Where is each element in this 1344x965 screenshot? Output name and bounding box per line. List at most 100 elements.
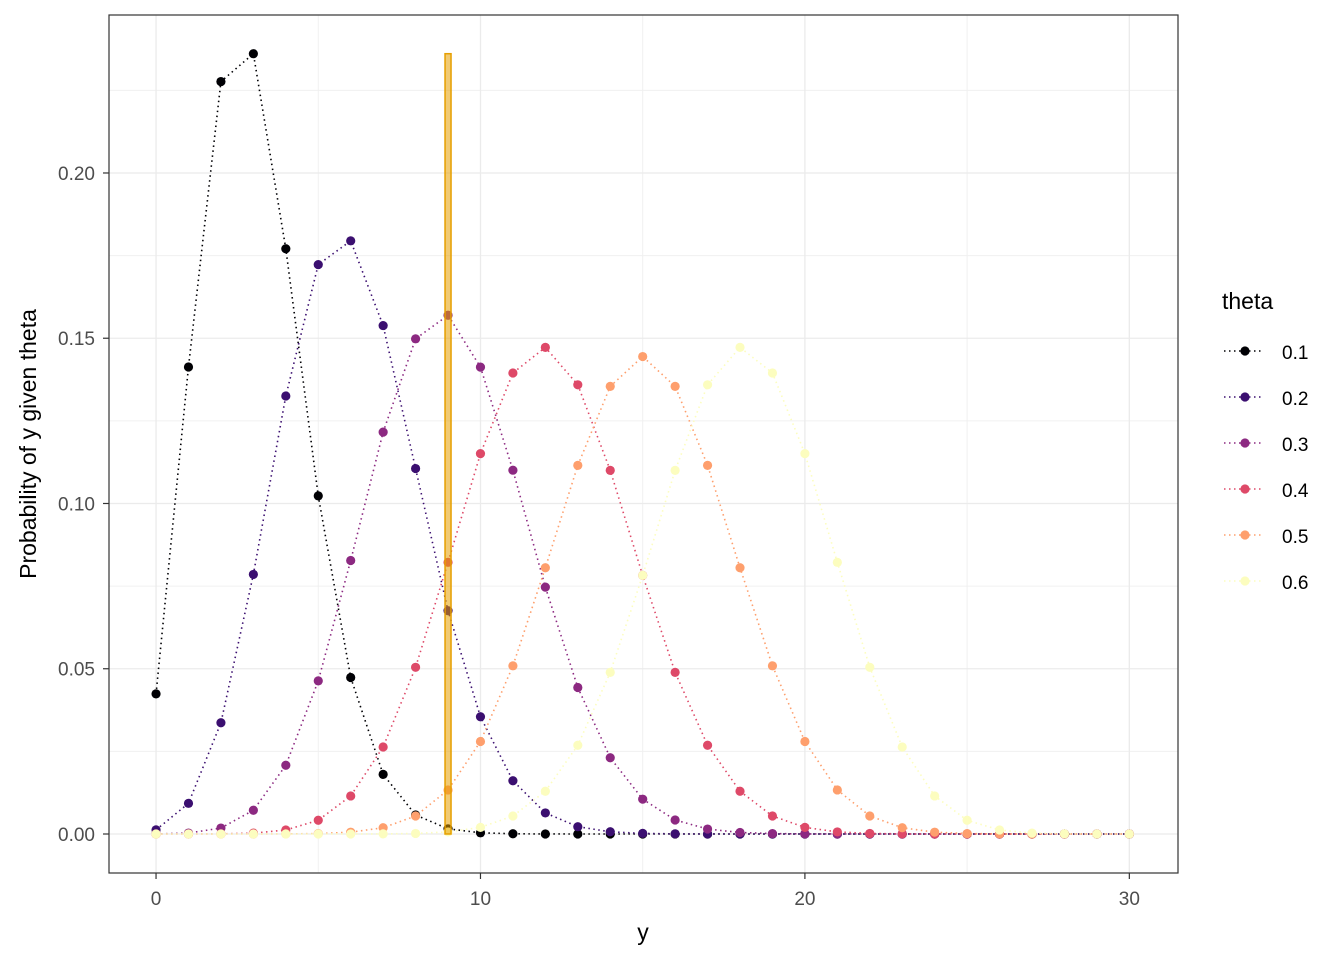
- data-point: [962, 815, 972, 825]
- legend-key-point: [1240, 484, 1250, 494]
- data-point: [865, 811, 875, 821]
- data-point: [508, 829, 518, 839]
- legend-item: 0.3: [1224, 435, 1308, 456]
- data-point: [281, 829, 291, 839]
- data-point: [540, 808, 550, 818]
- data-point: [800, 736, 810, 747]
- data-point: [540, 342, 550, 352]
- data-point: [410, 828, 421, 839]
- data-point: [605, 827, 615, 837]
- data-point: [670, 381, 680, 391]
- x-tick-label: 10: [470, 889, 491, 910]
- data-point: [313, 259, 323, 270]
- legend-key-point: [1240, 346, 1250, 356]
- data-point: [767, 811, 778, 821]
- data-point: [508, 368, 518, 378]
- data-point: [670, 829, 680, 839]
- data-point: [702, 740, 713, 750]
- data-point: [183, 798, 194, 808]
- data-point: [930, 791, 940, 801]
- data-point: [930, 827, 940, 837]
- data-point: [638, 794, 648, 804]
- data-point: [1092, 829, 1102, 839]
- data-point: [281, 760, 291, 770]
- data-point: [410, 662, 421, 672]
- data-point: [248, 49, 258, 59]
- x-axis-label: y: [637, 919, 649, 945]
- data-point: [151, 829, 161, 839]
- data-point: [540, 786, 550, 796]
- data-point: [897, 823, 907, 833]
- data-point: [346, 236, 356, 246]
- data-point: [865, 662, 875, 672]
- plot-panel-border: [108, 14, 1179, 874]
- data-point: [540, 563, 550, 573]
- data-point: [378, 320, 388, 331]
- data-point: [638, 828, 648, 839]
- y-tick-label: 0.05: [58, 660, 95, 681]
- data-point: [670, 815, 680, 825]
- legend-item: 0.2: [1224, 389, 1308, 410]
- data-point: [183, 829, 194, 839]
- data-point: [475, 449, 486, 459]
- data-point: [897, 742, 907, 752]
- data-point: [800, 449, 810, 459]
- data-point: [702, 460, 713, 470]
- legend-title: theta: [1222, 288, 1273, 314]
- data-point: [767, 368, 778, 378]
- data-point: [962, 828, 972, 839]
- data-point: [1059, 829, 1070, 839]
- y-axis-label: Probability of y given theta: [15, 309, 41, 579]
- data-point: [508, 776, 518, 786]
- data-point: [346, 672, 356, 683]
- x-tick-label: 20: [794, 889, 815, 910]
- data-point: [346, 829, 356, 839]
- highlight-bar-layer: [444, 52, 452, 835]
- data-point: [248, 829, 258, 839]
- data-point: [216, 829, 226, 839]
- y-tick-label: 0.20: [58, 164, 95, 185]
- data-point: [670, 465, 680, 475]
- data-point: [605, 381, 615, 391]
- data-point: [216, 76, 226, 87]
- series-theta-0.6: [151, 342, 1134, 839]
- data-point: [994, 825, 1005, 835]
- data-point: [767, 661, 778, 671]
- data-point: [832, 557, 842, 567]
- data-point: [1027, 828, 1037, 838]
- data-point: [281, 391, 291, 401]
- data-point: [540, 582, 550, 592]
- data-point: [313, 829, 323, 839]
- data-point: [508, 661, 518, 671]
- data-point: [865, 828, 875, 839]
- data-point: [508, 811, 518, 821]
- legend-key-point: [1240, 530, 1250, 540]
- data-point: [248, 805, 258, 815]
- x-axis: 0 10 20 30: [151, 873, 1140, 910]
- data-point: [573, 829, 583, 839]
- data-point: [573, 460, 583, 470]
- legend-key-point: [1240, 438, 1250, 448]
- data-point: [281, 244, 291, 254]
- data-point: [735, 786, 745, 796]
- legend-label: 0.3: [1282, 435, 1308, 456]
- data-point: [573, 380, 583, 390]
- data-point: [767, 828, 778, 839]
- data-point: [378, 742, 388, 752]
- y-tick-label: 0.15: [58, 329, 95, 350]
- series-layer: [151, 49, 1134, 839]
- data-point: [702, 380, 713, 390]
- data-point: [248, 569, 258, 580]
- data-point: [183, 362, 194, 372]
- data-point: [735, 342, 745, 352]
- data-point: [410, 811, 421, 821]
- data-point: [475, 712, 486, 722]
- legend-label: 0.2: [1282, 389, 1308, 410]
- data-point: [735, 827, 745, 838]
- legend-item: 0.6: [1224, 573, 1308, 594]
- data-point: [735, 563, 745, 573]
- highlight-bar: [444, 52, 452, 835]
- legend-item: 0.5: [1224, 527, 1308, 548]
- legend-label: 0.1: [1282, 343, 1308, 364]
- data-point: [378, 427, 388, 437]
